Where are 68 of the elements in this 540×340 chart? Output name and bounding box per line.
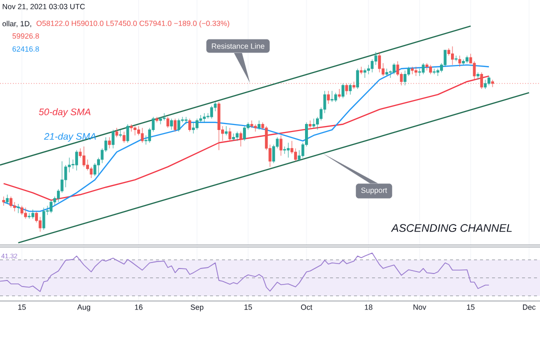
candlestick: [42, 207, 46, 230]
candlestick: [342, 83, 344, 99]
candlestick: [472, 60, 476, 80]
candlestick: [338, 88, 341, 99]
candlestick: [82, 146, 86, 168]
candlestick: [86, 159, 89, 171]
text: 50-day SMA: [38, 108, 90, 118]
candlestick: [429, 64, 432, 74]
candlestick: [326, 90, 330, 104]
candlestick: [122, 131, 126, 144]
candlestick: [108, 136, 111, 149]
candlestick: [258, 120, 260, 130]
candlestick: [334, 92, 338, 102]
candlestick: [130, 124, 133, 132]
candlestick: [192, 122, 195, 134]
candlestick: [425, 62, 428, 71]
candlestick: [392, 62, 396, 74]
candlestick: [224, 126, 228, 136]
candlestick: [228, 128, 232, 142]
candlestick: [254, 124, 257, 132]
candlestick: [134, 126, 136, 136]
candlestick: [2, 196, 6, 206]
candlestick: [184, 116, 188, 124]
candlestick: [451, 46, 454, 66]
candlestick: [24, 207, 27, 219]
candlestick: [140, 128, 144, 144]
candlestick: [484, 80, 487, 90]
candlestick: [64, 164, 68, 188]
candlestick: [280, 135, 282, 156]
candlestick: [170, 118, 173, 130]
candlestick: [243, 126, 246, 142]
text: 21-day SMA: [44, 132, 96, 142]
candlestick: [239, 131, 242, 147]
candlestick: [38, 216, 42, 232]
candlestick: [312, 118, 316, 128]
candlestick: [348, 83, 352, 95]
candlestick: [308, 120, 312, 128]
candlestick: [232, 133, 235, 142]
candlestick: [162, 112, 166, 121]
candlestick: [283, 146, 286, 154]
annotation: ASCENDING CHANNEL: [390, 224, 512, 232]
candlestick: [13, 202, 16, 212]
candlestick: [378, 52, 381, 73]
candlestick: [330, 90, 334, 102]
candlestick: [476, 72, 480, 80]
candlestick: [458, 55, 462, 68]
candlestick: [385, 68, 388, 76]
candlestick: [196, 118, 198, 130]
candlestick: [414, 66, 418, 76]
candlestick: [294, 148, 297, 162]
candlestick: [16, 204, 20, 214]
candlestick: [356, 68, 359, 90]
candlestick: [75, 150, 78, 171]
candlestick: [367, 64, 370, 74]
candlestick: [218, 102, 220, 150]
candlestick: [126, 124, 130, 144]
candlestick: [10, 196, 12, 208]
candlestick: [466, 55, 468, 64]
candlestick: [404, 70, 406, 86]
candlestick: [488, 76, 490, 86]
candlestick: [436, 68, 440, 76]
candlestick: [202, 112, 206, 123]
candlestick: [159, 116, 162, 124]
candlestick: [374, 52, 378, 66]
candlestick: [6, 194, 9, 204]
candlestick: [363, 68, 366, 78]
candlestick: [236, 131, 239, 142]
candlestick: [418, 68, 422, 76]
